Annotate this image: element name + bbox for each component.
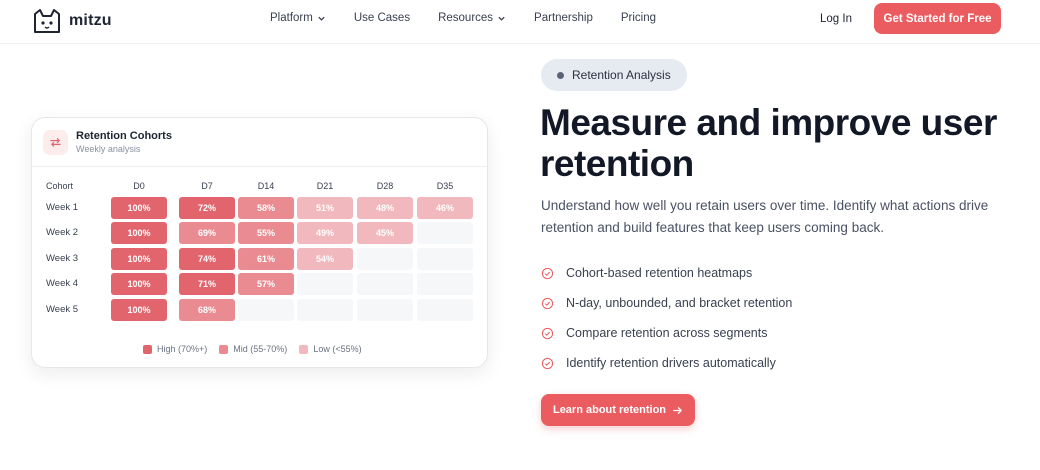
- retention-cell-empty: [357, 299, 413, 321]
- nav-link-label: Platform: [270, 12, 313, 24]
- cat-logo-icon: [34, 9, 60, 33]
- get-started-button[interactable]: Get Started for Free: [874, 3, 1001, 34]
- feature-item: N-day, unbounded, and bracket retention: [541, 288, 792, 318]
- check-circle-icon: [541, 267, 554, 279]
- nav-link-resources[interactable]: Resources: [438, 12, 506, 24]
- retention-cell-empty: [357, 248, 413, 270]
- retention-cell: 100%: [111, 222, 167, 244]
- legend-label: High (70%+): [157, 344, 208, 354]
- day-column-header: D35: [436, 181, 454, 191]
- day-column-header: D0: [133, 181, 145, 191]
- badge-label: Retention Analysis: [572, 68, 671, 82]
- badge-dot-icon: [557, 71, 564, 79]
- learn-retention-button[interactable]: Learn about retention: [541, 394, 695, 426]
- chevron-down-icon: [318, 16, 325, 21]
- section-badge: Retention Analysis: [541, 59, 687, 91]
- hero-description: Understand how well you retain users ove…: [541, 198, 989, 235]
- nav-link-platform[interactable]: Platform: [270, 12, 326, 24]
- day-column-header: D28: [376, 181, 394, 191]
- legend-swatch: [299, 344, 309, 354]
- retention-cell: 74%: [179, 248, 235, 270]
- check-circle-icon: [541, 327, 554, 339]
- retention-cell-empty: [417, 299, 473, 321]
- retention-cell: 61%: [238, 248, 294, 270]
- check-circle-icon: [541, 297, 554, 309]
- brand-logo[interactable]: mitzu: [32, 8, 112, 34]
- retention-cell-empty: [238, 299, 294, 321]
- check-circle-icon: [541, 357, 554, 369]
- legend-item-high: High (70%+): [143, 344, 207, 354]
- cohort-row-label: Week 5: [46, 304, 79, 315]
- retention-cell-empty: [417, 248, 473, 270]
- retention-cell-empty: [417, 273, 473, 295]
- retention-cell: 100%: [111, 273, 167, 295]
- nav-link-pricing[interactable]: Pricing: [621, 12, 656, 24]
- retention-cell: 100%: [111, 197, 167, 219]
- cohort-column-header: Cohort: [46, 181, 74, 191]
- retention-cell: 57%: [238, 273, 294, 295]
- login-link[interactable]: Log In: [820, 13, 852, 25]
- retention-cohorts-card: Retention Cohorts Weekly analysis Cohort…: [31, 117, 488, 368]
- retention-cell-empty: [417, 222, 473, 244]
- day-column-header: D21: [316, 181, 334, 191]
- feature-list: Cohort-based retention heatmaps N-day, u…: [541, 258, 792, 378]
- retention-cell: 45%: [357, 222, 413, 244]
- chevron-down-icon: [498, 16, 505, 21]
- legend-item-low: Low (<55%): [299, 344, 362, 354]
- retention-cell: 48%: [357, 197, 413, 219]
- retention-cell: 55%: [238, 222, 294, 244]
- nav-link-label: Resources: [438, 12, 494, 24]
- top-nav: mitzu Platform Use Cases Resources Partn…: [0, 0, 1040, 44]
- nav-link-partnership[interactable]: Partnership: [534, 12, 593, 24]
- legend-swatch: [219, 344, 229, 354]
- hero-headline: Measure and improve user retention: [540, 102, 997, 184]
- cohort-row-label: Week 2: [46, 227, 79, 238]
- learn-retention-label: Learn about retention: [552, 404, 667, 416]
- retention-cell-empty: [357, 273, 413, 295]
- retention-cell: 51%: [297, 197, 353, 219]
- legend-swatch: [143, 344, 152, 354]
- retention-cell-empty: [297, 273, 353, 295]
- cohort-row-label: Week 1: [46, 202, 79, 213]
- nav-links: Platform Use Cases Resources Partnership…: [270, 12, 684, 24]
- day-column-header: D7: [201, 181, 213, 191]
- retention-cell: 54%: [297, 248, 353, 270]
- feature-label: N-day, unbounded, and bracket retention: [566, 296, 793, 310]
- nav-link-label: Use Cases: [353, 12, 411, 24]
- retention-cell: 100%: [111, 299, 167, 321]
- retention-cell: 72%: [179, 197, 235, 219]
- arrow-right-icon: [673, 406, 682, 414]
- legend-item-mid: Mid (55-70%): [219, 344, 287, 354]
- feature-item: Identify retention drivers automatically: [541, 348, 792, 378]
- heatmap-legend: High (70%+) Mid (55-70%) Low (<55%): [143, 344, 362, 354]
- day-column-header: D14: [257, 181, 275, 191]
- retention-cell: 58%: [238, 197, 294, 219]
- legend-label: Mid (55-70%): [233, 344, 288, 354]
- retention-cell: 49%: [297, 222, 353, 244]
- retention-cell: 71%: [179, 273, 235, 295]
- feature-label: Compare retention across segments: [566, 326, 768, 340]
- card-header: Retention Cohorts Weekly analysis: [32, 118, 487, 167]
- feature-label: Identify retention drivers automatically: [566, 356, 776, 370]
- card-title: Retention Cohorts: [76, 130, 172, 142]
- nav-link-label: Pricing: [620, 12, 657, 24]
- feature-item: Compare retention across segments: [541, 318, 792, 348]
- retention-cell-empty: [297, 299, 353, 321]
- nav-link-use-cases[interactable]: Use Cases: [354, 12, 410, 24]
- legend-label: Low (<55%): [313, 344, 362, 354]
- nav-link-label: Partnership: [534, 12, 593, 24]
- feature-label: Cohort-based retention heatmaps: [566, 266, 753, 280]
- repeat-arrows-icon: [50, 138, 61, 147]
- cohort-row-label: Week 4: [46, 278, 79, 289]
- retention-cell: 68%: [179, 299, 235, 321]
- retention-cell: 100%: [111, 248, 167, 270]
- cohort-row-label: Week 3: [46, 253, 79, 264]
- retention-cell: 46%: [417, 197, 473, 219]
- feature-item: Cohort-based retention heatmaps: [541, 258, 792, 288]
- brand-name: mitzu: [69, 12, 112, 29]
- card-subtitle: Weekly analysis: [76, 144, 141, 154]
- retention-cell: 69%: [179, 222, 235, 244]
- card-icon-wrap: [43, 130, 68, 155]
